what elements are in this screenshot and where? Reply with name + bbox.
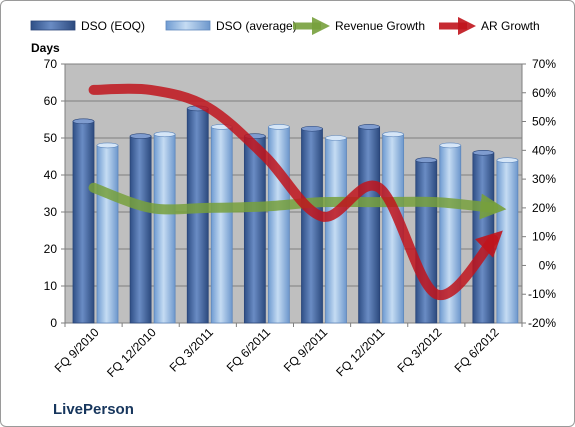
y-tick-label: 50 (44, 131, 58, 145)
bar-dso-eoq (301, 128, 323, 324)
y2-tick-label: 10% (532, 230, 556, 244)
y2-tick-label: -20% (528, 316, 556, 330)
x-tick-label: FQ 9/2011 (281, 325, 331, 375)
y-tick-label: 40 (44, 168, 58, 182)
bar-dso-eoq (72, 120, 95, 324)
bar-top-dso-eoq (301, 125, 323, 132)
y-tick-label: 30 (44, 205, 58, 219)
bar-top-dso-eoq (358, 124, 380, 130)
bar-top-dso-average (439, 142, 462, 149)
bar-top-dso-average (96, 142, 119, 149)
bar-dso-eoq (415, 159, 438, 324)
y2-tick-label: 60% (532, 86, 556, 100)
x-tick-label: FQ 3/2011 (167, 325, 217, 375)
x-tick-label: FQ 6/2011 (224, 325, 274, 375)
bar-dso-average (153, 133, 176, 324)
legend-dso-eoq-label: DSO (EOQ) (81, 19, 145, 33)
company-name: LivePerson (53, 401, 134, 418)
y2-tick-label: 30% (532, 172, 556, 186)
x-tick-label: FQ 6/2012 (452, 325, 502, 375)
legend: DSO (EOQ) DSO (average) Revenue Growth AR G… (30, 16, 540, 36)
bar-dso-average (325, 137, 347, 324)
legend-dso-average-label: DSO (average) (216, 19, 297, 33)
bar-dso-eoq (129, 135, 152, 324)
bar-top-dso-eoq (472, 150, 495, 156)
y-tick-label: 0 (50, 316, 57, 330)
legend-dso-average-swatch (165, 20, 211, 31)
y2-tick-label: 50% (532, 115, 556, 129)
y2-tick-label: 0% (539, 258, 557, 272)
legend-ar-growth-label: AR Growth (481, 19, 540, 33)
legend-revenue-growth-label: Revenue Growth (335, 19, 425, 33)
y-axis-label: Days (31, 41, 60, 55)
bar-top-dso-eoq (129, 133, 152, 139)
y2-tick-label: 70% (532, 57, 556, 71)
bar-dso-eoq (358, 126, 381, 324)
y-tick-label: 70 (44, 57, 58, 71)
y-tick-label: 10 (44, 279, 58, 293)
legend-dso-eoq-swatch (30, 20, 76, 31)
y-tick-label: 60 (44, 94, 58, 108)
bar-dso-average (210, 126, 233, 324)
bar-top-dso-eoq (72, 118, 95, 125)
bar-dso-eoq (243, 135, 266, 324)
y-tick-label: 20 (44, 242, 58, 256)
bar-top-dso-average (153, 131, 176, 138)
x-tick-label: FQ 3/2012 (394, 325, 444, 375)
x-tick-label: FQ 9/2010 (52, 325, 102, 375)
y2-tick-label: 20% (532, 201, 556, 215)
bar-top-dso-eoq (415, 157, 438, 163)
x-tick-label: FQ 12/2010 (104, 325, 159, 380)
bar-top-dso-average (496, 157, 519, 163)
bar-top-dso-average (268, 124, 290, 130)
bar-top-dso-average (382, 131, 404, 138)
bar-dso-average (496, 159, 519, 324)
bar-top-dso-average (325, 135, 347, 141)
bar-dso-average (96, 144, 119, 324)
y2-tick-label: -10% (528, 287, 556, 301)
y2-tick-label: 40% (532, 143, 556, 157)
bar-dso-eoq (186, 108, 209, 324)
line-ar-growth (88, 83, 503, 300)
plot-area: 0 10 20 30 40 50 60 70 -20% -10% 0% 10% 20% 30% 40% 50%… (44, 57, 557, 380)
line-revenue-growth (88, 182, 507, 220)
x-tick-label: FQ 12/2011 (333, 325, 387, 379)
